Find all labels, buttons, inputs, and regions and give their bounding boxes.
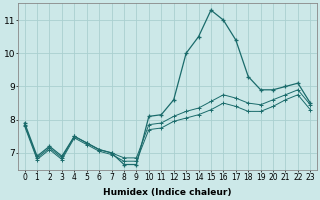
X-axis label: Humidex (Indice chaleur): Humidex (Indice chaleur) [103,188,232,197]
